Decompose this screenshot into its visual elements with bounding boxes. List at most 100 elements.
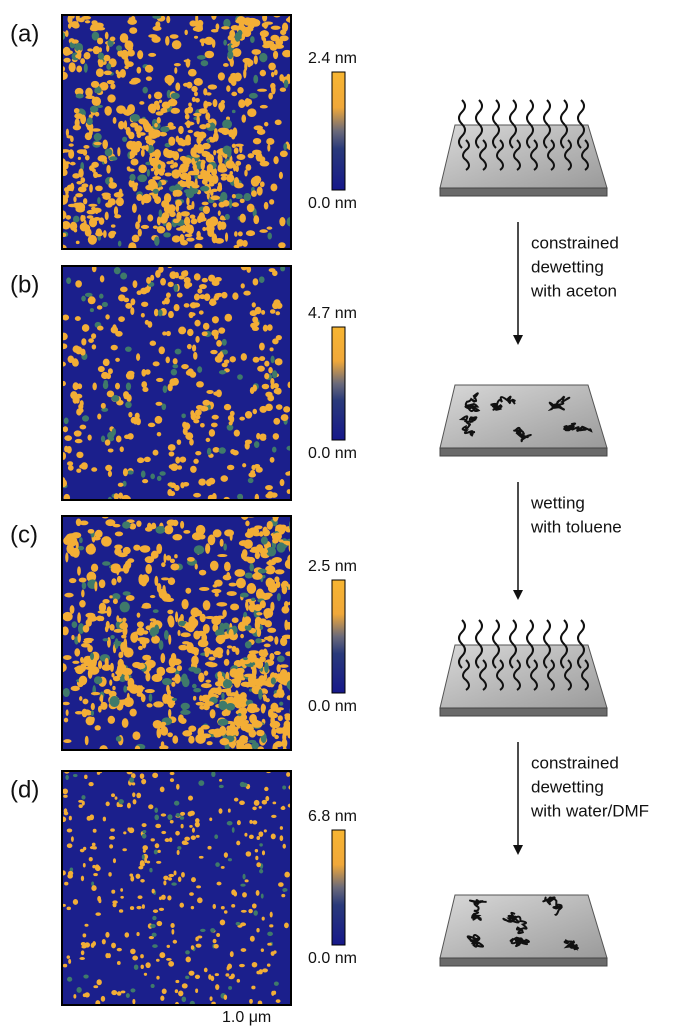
afm-grain — [211, 29, 219, 33]
afm-grain — [252, 573, 263, 580]
afm-grain — [161, 577, 169, 580]
afm-grain — [105, 148, 113, 156]
afm-grain — [213, 391, 220, 396]
afm-grain — [165, 36, 169, 46]
afm-grain — [262, 384, 270, 390]
afm-grain — [152, 916, 156, 920]
afm-grain — [62, 702, 69, 705]
afm-grain — [98, 59, 104, 67]
afm-grain — [182, 422, 187, 429]
afm-grain — [229, 668, 238, 677]
afm-grain — [198, 478, 206, 485]
afm-grain — [169, 271, 176, 279]
afm-grain — [108, 231, 115, 238]
afm-grain — [168, 700, 175, 708]
step-text: dewetting — [531, 257, 604, 276]
color-bar — [332, 580, 345, 693]
afm-grain — [126, 595, 135, 601]
substrate-edge — [440, 448, 607, 456]
afm-grain — [207, 846, 211, 850]
afm-grain — [149, 693, 153, 702]
afm-grain — [295, 0, 301, 8]
afm-grain — [239, 964, 245, 967]
afm-grain — [266, 755, 270, 764]
afm-grain — [308, 27, 312, 34]
afm-grain — [82, 324, 89, 332]
afm-grain — [247, 681, 256, 688]
afm-grain — [132, 792, 135, 797]
afm-grain — [213, 904, 216, 909]
afm-grain — [292, 748, 301, 758]
afm-grain — [34, 57, 41, 63]
afm-grain — [91, 885, 96, 891]
afm-grain — [73, 345, 81, 352]
color-bar-max: 2.4 nm — [308, 50, 357, 67]
afm-grain — [124, 57, 129, 66]
afm-grain — [142, 830, 146, 833]
afm-grain — [232, 697, 241, 703]
afm-grain — [196, 835, 200, 838]
afm-grain — [317, 594, 328, 599]
afm-grain — [141, 471, 146, 478]
afm-grain — [142, 655, 151, 661]
afm-grain — [293, 577, 298, 586]
afm-grain — [196, 944, 202, 948]
afm-grain — [97, 326, 103, 331]
afm-grain — [213, 99, 218, 107]
afm-grain — [241, 353, 247, 361]
afm-grain — [208, 657, 215, 661]
step-text: with water/DMF — [530, 801, 649, 820]
afm-grain — [223, 145, 232, 154]
afm-grain — [95, 912, 101, 916]
panel-label: (d) — [10, 776, 39, 803]
afm-grain — [252, 721, 263, 728]
afm-grain — [162, 694, 168, 704]
afm-grain — [182, 996, 187, 1002]
afm-grain — [191, 86, 198, 92]
afm-grain — [241, 948, 247, 952]
afm-grain — [81, 296, 86, 302]
afm-grain — [137, 50, 143, 59]
afm-grain — [236, 5, 242, 10]
afm-grain — [278, 715, 283, 721]
afm-grain — [264, 636, 273, 640]
afm-grain — [109, 844, 113, 848]
afm-grain — [183, 270, 188, 276]
afm-grain — [235, 50, 239, 55]
afm-grain — [248, 478, 254, 483]
afm-grain — [265, 796, 269, 801]
afm-grain — [167, 945, 170, 948]
afm-grain — [174, 284, 179, 292]
afm-grain — [273, 433, 279, 440]
afm-grain — [63, 47, 71, 56]
afm-grain — [72, 358, 78, 365]
afm-grain — [234, 177, 239, 187]
afm-grain — [117, 948, 122, 952]
afm-grain — [104, 689, 111, 694]
afm-grain — [267, 521, 273, 530]
afm-grain — [119, 623, 128, 630]
afm-grain — [176, 212, 181, 222]
afm-grain — [25, 59, 33, 67]
afm-grain — [287, 217, 294, 226]
afm-grain — [319, 543, 326, 548]
afm-grain — [260, 504, 263, 513]
afm-grain — [196, 115, 199, 124]
afm-grain — [118, 241, 122, 247]
afm-grain — [291, 592, 297, 595]
afm-grain — [220, 539, 224, 547]
afm-grain — [68, 871, 73, 876]
afm-grain — [187, 344, 192, 349]
afm-grain — [132, 955, 138, 960]
afm-grain — [92, 344, 97, 349]
afm-grain — [93, 666, 98, 672]
afm-grain — [148, 94, 151, 99]
afm-grain — [278, 882, 284, 887]
afm-grain — [95, 530, 103, 538]
afm-grain — [267, 963, 271, 966]
color-bar-max: 4.7 nm — [308, 305, 357, 322]
afm-grain — [154, 101, 159, 106]
afm-grain — [249, 820, 252, 824]
afm-grain — [133, 799, 137, 804]
afm-grain — [80, 663, 86, 672]
